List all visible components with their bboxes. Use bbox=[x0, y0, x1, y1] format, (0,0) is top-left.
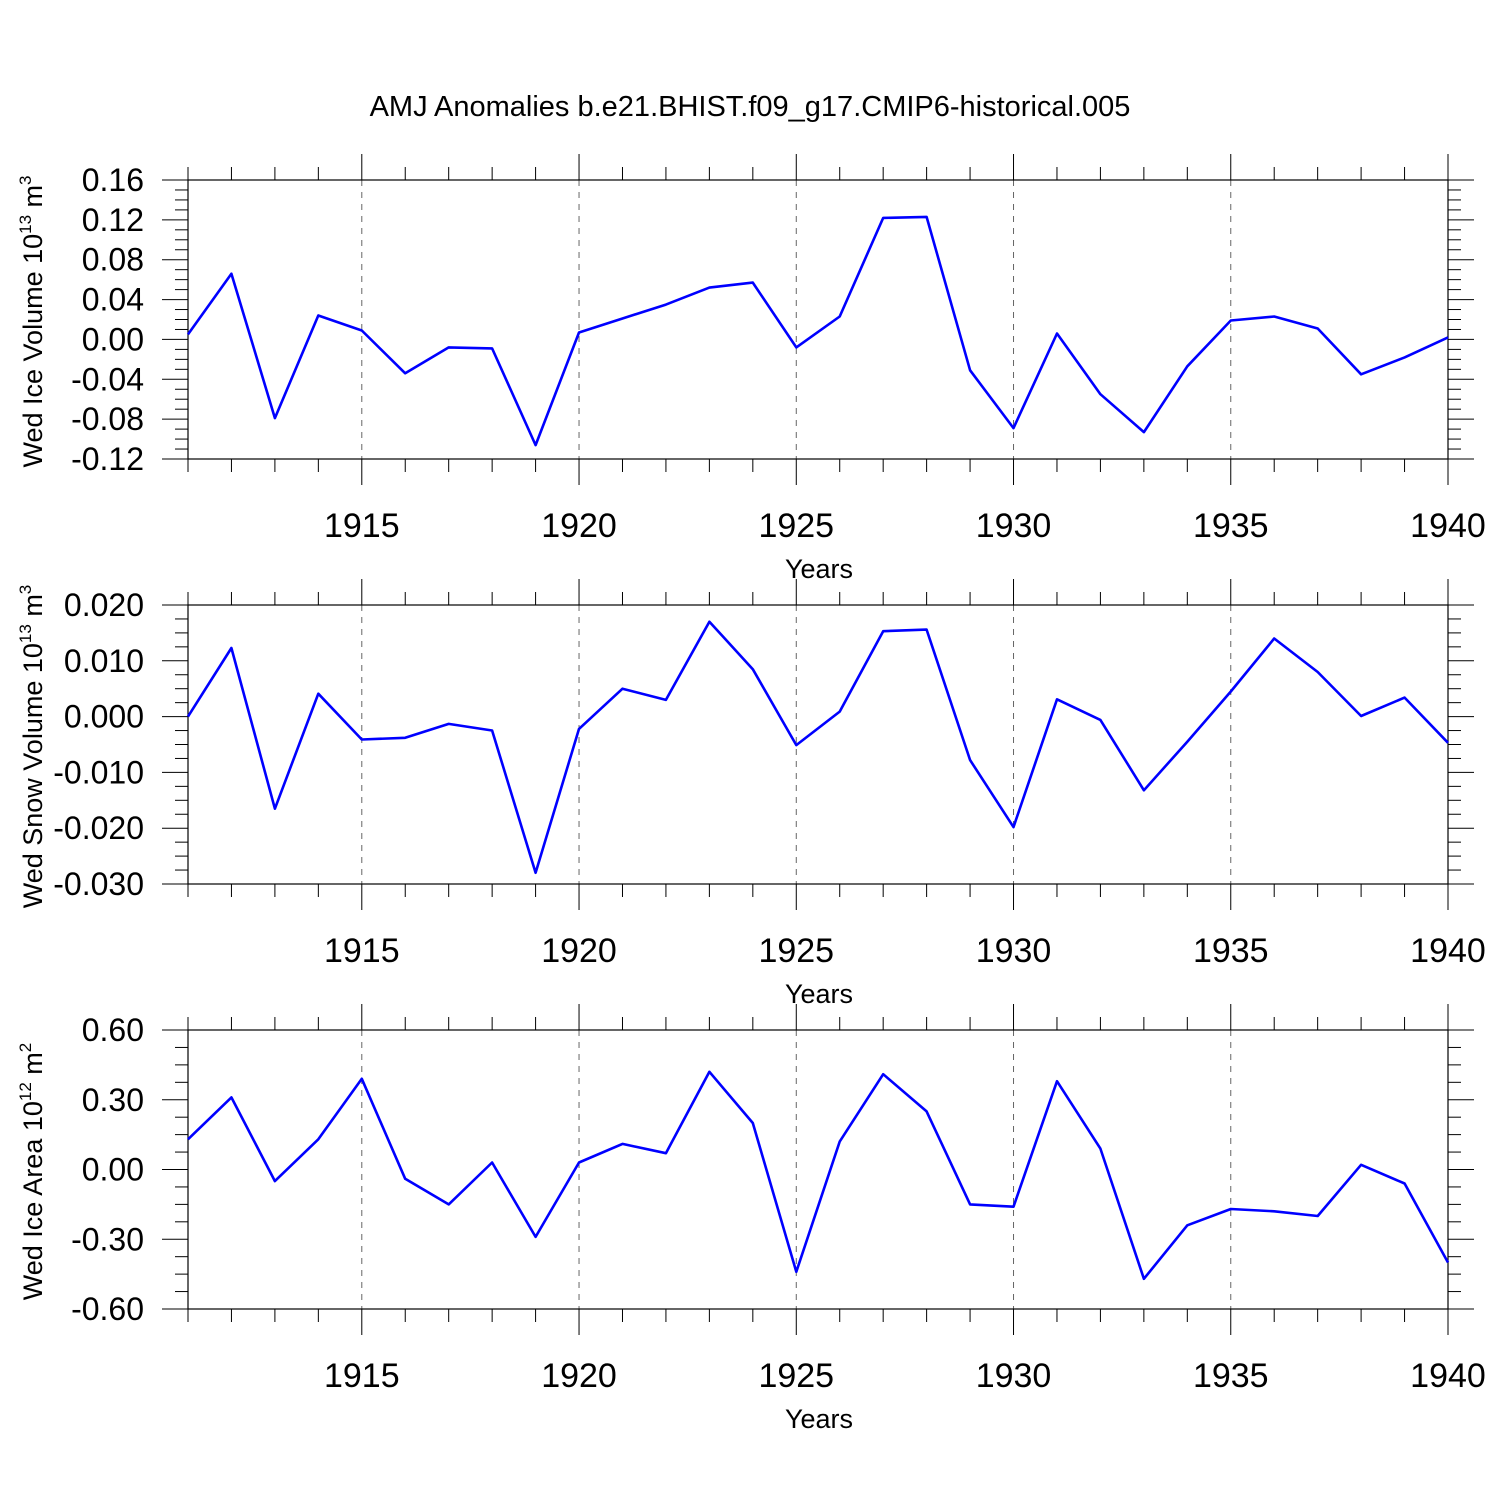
series-line bbox=[187, 1070, 1450, 1281]
x-axis-label: Years bbox=[785, 1404, 853, 1434]
x-tick-label: 1940 bbox=[1410, 507, 1486, 545]
x-tick-label: 1930 bbox=[976, 1357, 1052, 1395]
x-tick-label: 1935 bbox=[1193, 932, 1269, 970]
x-tick-label: 1920 bbox=[541, 932, 617, 970]
series-line bbox=[186, 620, 1449, 875]
y-tick-label: -0.020 bbox=[53, 810, 144, 846]
figure-title: AMJ Anomalies b.e21.BHIST.f09_g17.CMIP6-… bbox=[370, 91, 1131, 123]
y-axis-label: Wed Ice Volume 1013 m3 bbox=[16, 175, 48, 467]
y-tick-label: 0.00 bbox=[82, 1152, 144, 1188]
x-tick-label: 1920 bbox=[541, 507, 617, 545]
panel-3: -0.60 -0.30 0.00 0.30 0.60 1915 1920 1925 1930 19… bbox=[16, 1004, 1486, 1434]
y-tick-label: 0.16 bbox=[82, 162, 144, 198]
plot-frame bbox=[187, 604, 1449, 885]
y-axis-label: Wed Ice Area 1012 m2 bbox=[16, 1043, 48, 1301]
x-tick-label: 1935 bbox=[1193, 1357, 1269, 1395]
plot-frame bbox=[187, 1029, 1449, 1310]
y-tick-label: -0.30 bbox=[71, 1221, 144, 1257]
y-tick-label: 0.04 bbox=[82, 282, 144, 318]
y-tick-label: 0.020 bbox=[64, 587, 144, 623]
panel-2: -0.030 -0.020 -0.010 0.000 0.010 0.020 1915 192… bbox=[16, 579, 1486, 1009]
x-tick-label: 1925 bbox=[758, 1357, 834, 1395]
y-tick-label: 0.00 bbox=[82, 321, 144, 357]
x-tick-label: 1940 bbox=[1410, 1357, 1486, 1395]
series-line bbox=[186, 215, 1449, 447]
y-tick-label: 0.12 bbox=[82, 202, 144, 238]
y-tick-label: -0.030 bbox=[53, 866, 144, 902]
y-tick-label: -0.08 bbox=[71, 401, 144, 437]
panel-1: -0.12 -0.08 -0.04 0.000.04 0.08 0.12 0.16 1915 1… bbox=[16, 154, 1486, 584]
y-axis-label: Wed Snow Volume 1013 m3 bbox=[16, 585, 48, 909]
y-tick-label: 0.000 bbox=[64, 699, 144, 735]
x-tick-label: 1915 bbox=[324, 1357, 400, 1395]
y-tick-label: 0.08 bbox=[82, 242, 144, 278]
x-tick-label: 1930 bbox=[976, 507, 1052, 545]
x-tick-label: 1935 bbox=[1193, 507, 1269, 545]
x-axis-label: Years bbox=[785, 979, 853, 1009]
x-tick-label: 1925 bbox=[758, 932, 834, 970]
y-tick-label: -0.12 bbox=[71, 441, 144, 477]
plot-frame bbox=[187, 179, 1449, 460]
y-tick-label: -0.60 bbox=[71, 1291, 144, 1327]
x-axis-label: Years bbox=[785, 554, 853, 584]
x-tick-label: 1915 bbox=[324, 507, 400, 545]
x-tick-label: 1930 bbox=[976, 932, 1052, 970]
y-tick-label: -0.04 bbox=[71, 361, 144, 397]
x-tick-label: 1940 bbox=[1410, 932, 1486, 970]
y-tick-label: -0.010 bbox=[53, 754, 144, 790]
y-tick-label: 0.010 bbox=[64, 643, 144, 679]
x-tick-label: 1920 bbox=[541, 1357, 617, 1395]
y-tick-label: 0.30 bbox=[82, 1082, 144, 1118]
x-tick-label: 1925 bbox=[758, 507, 834, 545]
x-tick-label: 1915 bbox=[324, 932, 400, 970]
y-tick-label: 0.60 bbox=[82, 1012, 144, 1048]
